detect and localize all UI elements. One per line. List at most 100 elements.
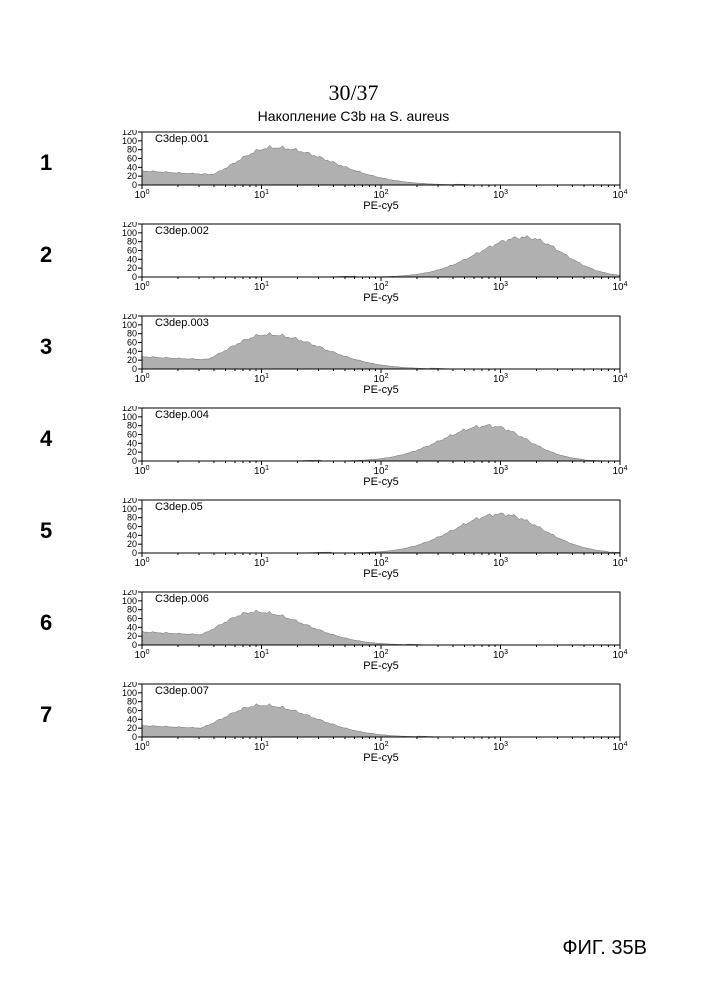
panel-row-number: 5 (40, 518, 52, 544)
svg-text:80: 80 (127, 513, 137, 523)
svg-text:20: 20 (127, 539, 137, 549)
x-axis-label: PE-cy5 (363, 384, 398, 396)
svg-text:100: 100 (122, 596, 137, 606)
svg-text:120: 120 (122, 222, 137, 229)
svg-text:40: 40 (127, 162, 137, 172)
svg-text:104: 104 (612, 373, 627, 385)
panel-sample-label: C3dep.006 (155, 593, 209, 605)
svg-text:20: 20 (127, 447, 137, 457)
svg-text:120: 120 (122, 590, 137, 597)
svg-text:103: 103 (493, 281, 508, 293)
svg-text:100: 100 (134, 281, 149, 293)
svg-text:120: 120 (122, 130, 137, 137)
svg-text:103: 103 (493, 557, 508, 569)
svg-text:40: 40 (127, 714, 137, 724)
svg-text:20: 20 (127, 355, 137, 365)
svg-text:103: 103 (493, 649, 508, 661)
svg-text:104: 104 (612, 557, 627, 569)
x-axis-label: PE-cy5 (363, 476, 398, 488)
svg-text:100: 100 (122, 688, 137, 698)
svg-text:60: 60 (127, 246, 137, 256)
svg-text:20: 20 (127, 723, 137, 733)
svg-text:100: 100 (122, 504, 137, 514)
svg-text:80: 80 (127, 697, 137, 707)
histogram-area (142, 236, 620, 278)
panel-sample-label: C3dep.001 (155, 133, 209, 145)
histogram-panel: 7C3dep.007020406080100120100101102103104… (100, 682, 660, 764)
x-axis-label: PE-cy5 (363, 660, 398, 672)
svg-text:60: 60 (127, 522, 137, 532)
svg-text:100: 100 (134, 189, 149, 201)
svg-text:104: 104 (612, 189, 627, 201)
svg-text:101: 101 (254, 281, 269, 293)
panel-sample-label: C3dep.05 (155, 501, 203, 513)
svg-text:104: 104 (612, 281, 627, 293)
svg-text:60: 60 (127, 614, 137, 624)
svg-text:103: 103 (493, 741, 508, 753)
svg-text:101: 101 (254, 189, 269, 201)
svg-text:100: 100 (134, 557, 149, 569)
svg-text:100: 100 (122, 228, 137, 238)
svg-text:100: 100 (122, 412, 137, 422)
panel-row-number: 7 (40, 702, 52, 728)
svg-text:103: 103 (493, 373, 508, 385)
svg-text:60: 60 (127, 430, 137, 440)
svg-text:20: 20 (127, 263, 137, 273)
svg-text:101: 101 (254, 373, 269, 385)
svg-text:60: 60 (127, 154, 137, 164)
page-number: 30/37 (0, 80, 707, 106)
svg-text:104: 104 (612, 741, 627, 753)
panel-sample-label: C3dep.007 (155, 685, 209, 697)
svg-text:101: 101 (254, 649, 269, 661)
svg-text:120: 120 (122, 498, 137, 505)
panel-sample-label: C3dep.004 (155, 409, 209, 421)
panel-row-number: 4 (40, 426, 52, 452)
svg-text:104: 104 (612, 465, 627, 477)
svg-text:100: 100 (122, 136, 137, 146)
panel-sample-label: C3dep.003 (155, 317, 209, 329)
panel-row-number: 3 (40, 334, 52, 360)
svg-text:20: 20 (127, 631, 137, 641)
histogram-area (142, 145, 620, 185)
figure-caption: ФИГ. 35B (562, 937, 647, 960)
svg-text:40: 40 (127, 530, 137, 540)
histogram-area (142, 610, 620, 645)
x-axis-label: PE-cy5 (363, 568, 398, 580)
histogram-area (142, 333, 620, 370)
histogram-panel: 4C3dep.004020406080100120100101102103104… (100, 406, 660, 488)
histogram-panel: 3C3dep.003020406080100120100101102103104… (100, 314, 660, 396)
svg-text:0: 0 (132, 732, 137, 742)
svg-text:120: 120 (122, 406, 137, 413)
svg-text:0: 0 (132, 456, 137, 466)
svg-text:101: 101 (254, 557, 269, 569)
panel-sample-label: C3dep.002 (155, 225, 209, 237)
histogram-area (142, 513, 620, 553)
svg-text:100: 100 (134, 373, 149, 385)
svg-text:103: 103 (493, 189, 508, 201)
svg-text:100: 100 (134, 741, 149, 753)
svg-text:101: 101 (254, 465, 269, 477)
svg-text:104: 104 (612, 649, 627, 661)
svg-text:80: 80 (127, 145, 137, 155)
svg-text:80: 80 (127, 237, 137, 247)
svg-text:0: 0 (132, 548, 137, 558)
svg-text:100: 100 (122, 320, 137, 330)
svg-text:120: 120 (122, 314, 137, 321)
svg-text:20: 20 (127, 171, 137, 181)
svg-text:80: 80 (127, 421, 137, 431)
svg-text:80: 80 (127, 329, 137, 339)
svg-text:40: 40 (127, 254, 137, 264)
svg-text:103: 103 (493, 465, 508, 477)
svg-text:120: 120 (122, 682, 137, 689)
svg-text:0: 0 (132, 272, 137, 282)
svg-text:101: 101 (254, 741, 269, 753)
svg-text:60: 60 (127, 338, 137, 348)
svg-text:40: 40 (127, 438, 137, 448)
panel-row-number: 1 (40, 150, 52, 176)
panel-row-number: 6 (40, 610, 52, 636)
svg-text:60: 60 (127, 706, 137, 716)
panel-row-number: 2 (40, 242, 52, 268)
histogram-panel: 1C3dep.001020406080100120100101102103104… (100, 130, 660, 212)
x-axis-label: PE-cy5 (363, 292, 398, 304)
figure-title: Накопление C3b на S. aureus (0, 108, 707, 124)
